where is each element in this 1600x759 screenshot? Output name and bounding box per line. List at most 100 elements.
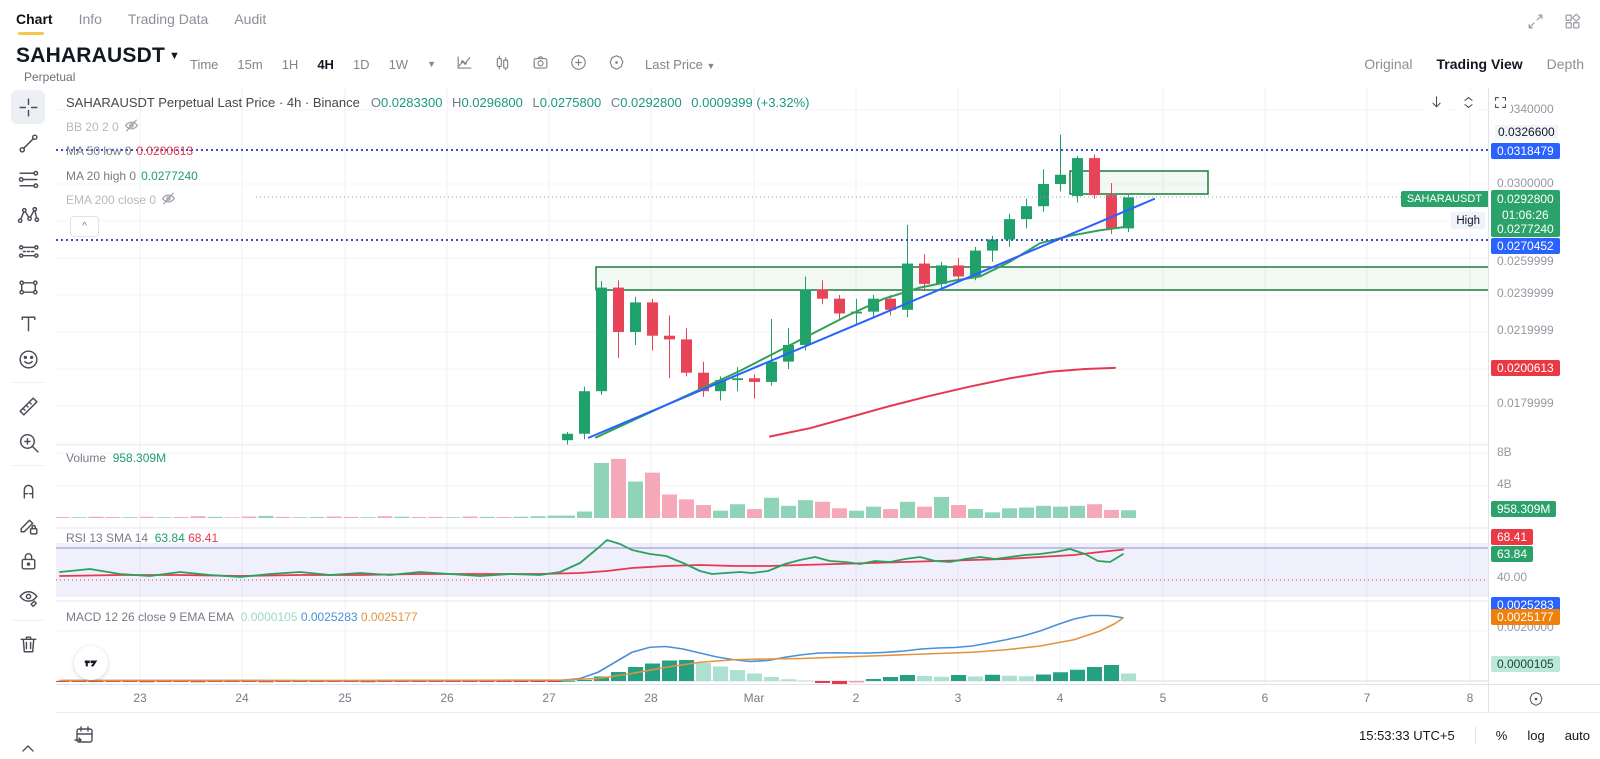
indicator-row-ema200[interactable]: EMA 200 close 0 (66, 188, 809, 213)
settings-icon[interactable] (607, 53, 626, 75)
rsi-pane (56, 539, 1488, 597)
high-value: 0.0296800 (461, 94, 523, 110)
status-bar: 15:53:33 UTC+5 % log auto (56, 712, 1600, 757)
time-axis-label: 7 (1363, 691, 1371, 705)
crosshair-tool-icon[interactable] (11, 90, 45, 124)
chart-region[interactable]: SAHARAUSDT Perpetual Last Price · 4h · B… (56, 88, 1488, 684)
collapse-panes-icon[interactable] (1458, 92, 1479, 113)
time-axis-label: 26 (440, 691, 454, 705)
gear-icon[interactable] (1527, 690, 1545, 708)
lock-all-tool-icon[interactable] (11, 544, 45, 578)
nav-tab-info[interactable]: Info (78, 11, 102, 27)
trash-tool-icon[interactable] (11, 627, 45, 661)
chart-canvas[interactable] (56, 88, 1488, 684)
time-axis-label: 5 (1159, 691, 1167, 705)
price-badge: 68.41 (1491, 529, 1534, 545)
volume-pane-label[interactable]: Volume 958.309M (66, 451, 167, 465)
xabcd-pattern-tool-icon[interactable] (11, 198, 45, 232)
price-mode-dropdown[interactable]: Last Price ▼ (645, 56, 716, 72)
candles-icon[interactable] (493, 53, 512, 75)
low-value: 0.0275800 (539, 94, 602, 110)
fib-retracement-tool-icon[interactable] (11, 162, 45, 196)
price-axis-label: 40.00 (1497, 570, 1528, 584)
indicator-row-bb[interactable]: BB 20 2 0 (66, 115, 809, 140)
price-badge: 0.0200613 (1491, 360, 1560, 376)
legend-symbol-title: SAHARAUSDT Perpetual Last Price · 4h · B… (66, 94, 360, 110)
price-axis-label: 0.0239999 (1497, 286, 1554, 300)
rsi-value: 63.84 (154, 531, 185, 545)
interval-15m[interactable]: 15m (237, 56, 263, 72)
nav-tab-audit[interactable]: Audit (234, 11, 267, 27)
price-axis-label: 0.0219999 (1497, 323, 1554, 337)
time-axis-label: 28 (644, 691, 658, 705)
toolbar-divider (12, 620, 44, 621)
layout-grid-icon[interactable] (1563, 12, 1582, 36)
axis-settings-corner[interactable] (1488, 684, 1600, 713)
drawing-toolbar (0, 88, 57, 756)
long-position-tool-icon[interactable] (11, 234, 45, 268)
percent-scale-button[interactable]: % (1495, 727, 1508, 743)
fullscreen-icon[interactable] (1526, 12, 1545, 36)
divider (1474, 726, 1476, 744)
tradingview-logo[interactable] (74, 646, 108, 680)
zoom-in-tool-icon[interactable] (11, 425, 45, 459)
interval-1w[interactable]: 1W (388, 56, 409, 72)
add-indicator-icon[interactable] (569, 53, 588, 75)
price-badge: 0.0318479 (1491, 143, 1560, 159)
indicator-row-ma50[interactable]: MA 50 low 0 0.0200613 (66, 144, 194, 159)
time-axis-label: 6 (1261, 691, 1269, 705)
macd-line-value: 0.0025283 (300, 610, 358, 624)
volume-value: 958.309M (112, 451, 167, 465)
drawing-lock-tool-icon[interactable] (11, 508, 45, 542)
nav-tabs: Chart Info Trading Data Audit (16, 11, 266, 35)
clock-utc[interactable]: 15:53:33 UTC+5 (1359, 727, 1455, 743)
toolbar-divider (12, 382, 44, 383)
nav-tab-trading-data[interactable]: Trading Data (127, 11, 209, 27)
interval-toolbar: Time 15m 1H 4H 1D 1W ▼ Last Price ▼ (190, 40, 715, 88)
macd-pane (56, 614, 1488, 684)
symbol-selector[interactable]: SAHARAUSDT ▼ (16, 44, 181, 67)
nav-tab-chart[interactable]: Chart (16, 11, 53, 35)
view-mode-depth[interactable]: Depth (1546, 56, 1584, 72)
scroll-to-recent-icon[interactable] (1426, 92, 1447, 113)
rsi-pane-label[interactable]: RSI 13 SMA 14 63.84 68.41 (66, 531, 219, 545)
interval-4h[interactable]: 4H (317, 56, 334, 72)
hide-drawings-tool-icon[interactable] (11, 580, 45, 614)
interval-time-label[interactable]: Time (190, 56, 219, 72)
auto-scale-button[interactable]: auto (1564, 727, 1590, 743)
price-axis-label: 0.0300000 (1497, 176, 1554, 190)
rsi-sma-value: 68.41 (188, 531, 219, 545)
view-mode-tradingview[interactable]: Trading View (1436, 56, 1523, 72)
time-axis[interactable]: 23 24 25 26 27 28 Mar 2 3 4 5 6 7 8 (56, 684, 1488, 713)
view-mode-tabs: Original Trading View Depth (1364, 40, 1584, 88)
market-type-label: Perpetual (24, 70, 76, 84)
indicator-row-ma20[interactable]: MA 20 high 0 0.0277240 (66, 168, 198, 183)
legend-ohlc: O0.0283300 H0.0296800 L0.0275800 C0.0292… (370, 94, 810, 110)
price-badge: 958.309M (1491, 501, 1557, 517)
macd-pane-label[interactable]: MACD 12 26 close 9 EMA EMA 0.0000105 0.0… (66, 610, 418, 624)
magnet-tool-icon[interactable] (11, 472, 45, 506)
interval-more-dropdown[interactable]: ▼ (427, 59, 436, 69)
trend-line-tool-icon[interactable] (11, 126, 45, 160)
log-scale-button[interactable]: log (1527, 727, 1545, 743)
time-axis-label: 3 (954, 691, 962, 705)
symbol-price-tag: SAHARAUSDT (1400, 191, 1488, 207)
eye-off-icon[interactable] (124, 118, 139, 136)
chart-style-icon[interactable] (455, 53, 474, 75)
legend-collapse-button[interactable]: ^ (70, 216, 99, 237)
emoji-tool-icon[interactable] (11, 342, 45, 376)
rectangle-tool-icon[interactable] (11, 270, 45, 304)
go-to-date-icon[interactable] (72, 723, 96, 747)
camera-icon[interactable] (531, 53, 550, 75)
trend-line-drawing (587, 197, 1156, 439)
eye-off-icon[interactable] (161, 191, 176, 209)
price-axis[interactable]: 0.0340000 0.0300000 0.0259999 0.0239999 0.02… (1488, 88, 1600, 684)
view-mode-original[interactable]: Original (1364, 56, 1413, 72)
text-tool-icon[interactable] (11, 306, 45, 340)
interval-1h[interactable]: 1H (281, 56, 299, 72)
chevron-up-icon[interactable] (16, 740, 40, 754)
maximize-icon[interactable] (1490, 92, 1511, 113)
interval-1d[interactable]: 1D (352, 56, 370, 72)
ruler-tool-icon[interactable] (11, 389, 45, 423)
legend-title-row[interactable]: SAHARAUSDT Perpetual Last Price · 4h · B… (66, 90, 809, 115)
